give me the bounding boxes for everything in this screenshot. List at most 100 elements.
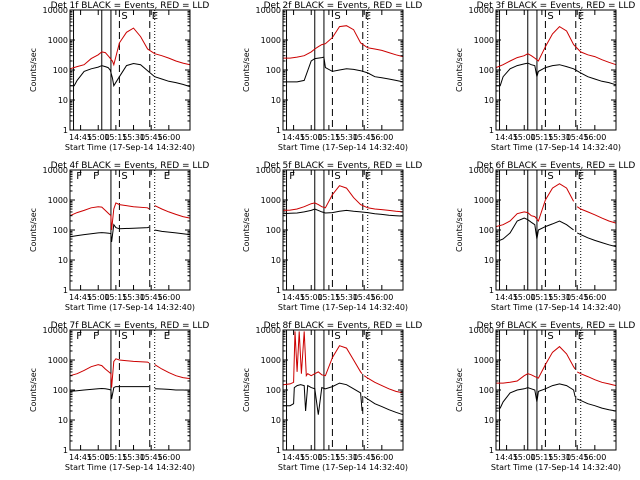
chart-title: Det 8f BLACK = Events, RED = LLD — [264, 321, 423, 331]
y-axis-label: Counts/sec — [455, 208, 464, 252]
x-tick-label: 16:00 — [370, 133, 393, 142]
x-tick-label: 16:00 — [157, 293, 180, 302]
y-tick-label: 10 — [271, 416, 281, 425]
y-tick-label: 10 — [58, 256, 68, 265]
x-tick-label: 16:00 — [370, 453, 393, 462]
x-tick-label: 16:00 — [583, 293, 606, 302]
lld-series-line — [154, 205, 191, 219]
y-axis-label: Counts/sec — [242, 48, 251, 92]
lld-series-line — [282, 331, 363, 386]
y-tick-label: 1000 — [474, 36, 494, 45]
x-tick-label: 15:15 — [530, 293, 553, 302]
plot-frame — [495, 169, 617, 291]
lld-series-line — [576, 206, 617, 224]
y-tick-label: 1 — [489, 286, 494, 295]
x-tick-label: 15:45 — [353, 293, 376, 302]
events-series-line — [283, 56, 404, 83]
event-marker-label: E — [164, 331, 170, 342]
x-axis-label: Start Time (17-Sep-14 14:32:40) — [65, 143, 195, 152]
event-marker-label: S — [334, 331, 340, 342]
y-axis-label: Counts/sec — [29, 48, 38, 92]
plot-frame — [282, 9, 404, 131]
y-tick-label: 1000 — [474, 356, 494, 365]
events-series-line — [283, 382, 363, 415]
plot-frame — [282, 329, 404, 451]
x-tick-label: 15:15 — [530, 133, 553, 142]
x-tick-label: 15:00 — [300, 293, 323, 302]
y-tick-label: 1 — [489, 446, 494, 455]
events-series-line — [154, 229, 191, 236]
event-marker-label: S — [121, 11, 127, 22]
y-axis-label: Counts/sec — [455, 48, 464, 92]
lld-series-line — [282, 185, 404, 213]
chart-title: Det 6f BLACK = Events, RED = LLD — [477, 161, 636, 171]
y-axis-label: Counts/sec — [29, 208, 38, 252]
event-marker-label: F — [76, 331, 82, 342]
y-tick-label: 100 — [53, 226, 68, 235]
x-axis-label: Start Time (17-Sep-14 14:32:40) — [65, 463, 195, 472]
x-tick-label: 15:00 — [513, 133, 536, 142]
y-tick-label: 100 — [53, 66, 68, 75]
event-marker-label: E — [365, 171, 371, 182]
x-tick-label: 15:00 — [300, 133, 323, 142]
x-axis-label: Start Time (17-Sep-14 14:32:40) — [278, 303, 408, 312]
events-series-line — [69, 223, 150, 242]
event-marker-label: E — [365, 11, 371, 22]
y-axis-label: Counts/sec — [455, 368, 464, 412]
x-tick-label: 15:15 — [530, 453, 553, 462]
plot-frame — [495, 9, 617, 131]
y-tick-label: 1 — [63, 446, 68, 455]
y-axis-label: Counts/sec — [242, 368, 251, 412]
x-axis-label: Start Time (17-Sep-14 14:32:40) — [278, 143, 408, 152]
events-series-line — [282, 208, 404, 217]
plot-frame — [495, 329, 617, 451]
events-series-line — [577, 398, 617, 412]
y-tick-label: 10000 — [43, 326, 68, 335]
event-marker-label: E — [152, 11, 158, 22]
x-tick-label: 15:30 — [548, 133, 571, 142]
y-tick-label: 1000 — [48, 36, 68, 45]
x-tick-label: 15:30 — [122, 133, 145, 142]
y-tick-label: 100 — [479, 66, 494, 75]
events-series-line — [576, 232, 617, 248]
event-marker-label: S — [121, 331, 127, 342]
x-axis-label: Start Time (17-Sep-14 14:32:40) — [491, 303, 621, 312]
event-marker-label: E — [578, 11, 584, 22]
chart-title: Det 9f BLACK = Events, RED = LLD — [477, 321, 636, 331]
chart-title: Det 7f BLACK = Events, RED = LLD — [51, 321, 210, 331]
y-tick-label: 10000 — [469, 326, 494, 335]
x-tick-label: 15:30 — [335, 293, 358, 302]
y-tick-label: 100 — [53, 386, 68, 395]
event-marker-label: S — [121, 171, 127, 182]
lld-series-line — [154, 364, 191, 380]
chart-title: Det 5f BLACK = Events, RED = LLD — [264, 161, 423, 171]
event-marker-label: E — [365, 331, 371, 342]
x-tick-label: 15:15 — [104, 133, 127, 142]
y-tick-label: 1000 — [48, 196, 68, 205]
x-tick-label: 14:45 — [495, 453, 518, 462]
x-tick-label: 15:45 — [353, 453, 376, 462]
x-tick-label: 15:15 — [317, 133, 340, 142]
y-tick-label: 100 — [266, 66, 281, 75]
events-series-line — [69, 386, 150, 400]
x-axis-label: Start Time (17-Sep-14 14:32:40) — [491, 143, 621, 152]
x-tick-label: 14:45 — [282, 453, 305, 462]
y-tick-label: 10000 — [256, 6, 281, 15]
events-series-line — [363, 396, 404, 416]
x-tick-label: 15:15 — [104, 293, 127, 302]
y-tick-label: 10 — [58, 96, 68, 105]
y-tick-label: 1000 — [261, 196, 281, 205]
y-tick-label: 10000 — [469, 166, 494, 175]
x-tick-label: 14:45 — [495, 133, 518, 142]
x-tick-label: 15:00 — [87, 293, 110, 302]
event-marker-label: S — [547, 11, 553, 22]
x-tick-label: 15:45 — [353, 133, 376, 142]
y-tick-label: 1 — [63, 126, 68, 135]
x-tick-label: 15:00 — [87, 453, 110, 462]
x-tick-label: 16:00 — [157, 133, 180, 142]
x-tick-label: 16:00 — [583, 453, 606, 462]
